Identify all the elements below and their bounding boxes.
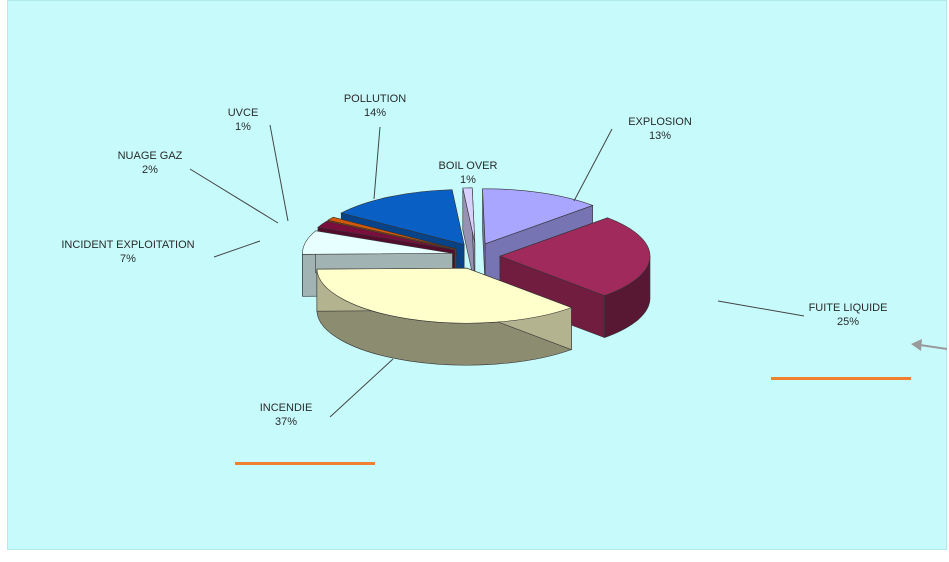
slice-incendie	[316, 267, 573, 366]
underline-fuite-liquide	[771, 377, 911, 380]
labels-layer: EXPLOSION 13% FUITE LIQUIDE 25% INCENDIE 37% I…	[61, 93, 887, 428]
label-nuage-gaz: NUAGE GAZ	[118, 150, 183, 162]
pie-chart: EXPLOSION 13% FUITE LIQUIDE 25% INCENDIE 37% I…	[61, 93, 948, 465]
leader-incident-exploitation	[213, 240, 261, 258]
chart-panel: EXPLOSION 13% FUITE LIQUIDE 25% INCENDIE 37% I…	[7, 0, 948, 550]
pct-nuage-gaz: 2%	[142, 164, 158, 176]
pct-incident-exploitation: 7%	[120, 253, 136, 265]
leader-explosion	[573, 128, 613, 202]
leader-uvce	[269, 124, 289, 222]
leader-incendie	[329, 358, 394, 418]
pct-incendie: 37%	[275, 416, 297, 428]
decorations-layer	[235, 339, 948, 465]
leader-pollution	[373, 126, 381, 200]
underline-incendie	[235, 462, 375, 465]
label-fuite-liquide: FUITE LIQUIDE	[809, 302, 888, 314]
label-incendie: INCENDIE	[260, 402, 313, 414]
pct-explosion: 13%	[649, 130, 671, 142]
label-uvce: UVCE	[228, 107, 259, 119]
leader-nuage-gaz	[189, 168, 279, 224]
pct-fuite-liquide: 25%	[837, 316, 859, 328]
arrow-icon	[911, 339, 948, 351]
leaders-layer	[189, 124, 805, 418]
label-explosion: EXPLOSION	[628, 116, 692, 128]
slices-layer	[302, 187, 651, 366]
label-pollution: POLLUTION	[344, 93, 406, 105]
label-incident-exploitation: INCIDENT EXPLOITATION	[61, 239, 194, 251]
pct-uvce: 1%	[235, 121, 251, 133]
slice-boil-over	[462, 187, 476, 285]
slice-fuite-liquide	[499, 217, 651, 339]
label-boil-over: BOIL OVER	[439, 160, 498, 172]
pct-boil-over: 1%	[460, 174, 476, 186]
pct-pollution: 14%	[364, 107, 386, 119]
leader-fuite-liquide	[717, 300, 805, 317]
